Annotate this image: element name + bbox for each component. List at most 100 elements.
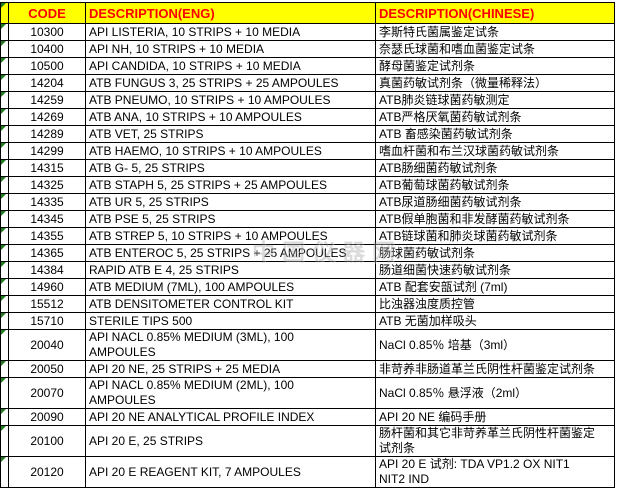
row-marker[interactable]	[1, 457, 9, 488]
cell-description-chinese[interactable]: 比浊器浊度质控管	[376, 296, 615, 313]
row-marker[interactable]	[1, 296, 9, 313]
cell-code[interactable]: 14365	[9, 245, 86, 262]
cell-description-chinese[interactable]: ATB尿道肠细菌药敏试剂条	[376, 194, 615, 211]
cell-code[interactable]: 10300	[9, 24, 86, 41]
cell-description-eng[interactable]: ATB PNEUMO, 10 STRIPS + 10 AMPOULES	[86, 92, 376, 109]
cell-description-chinese[interactable]: 肠杆菌和其它非苛养革兰氏阴性杆菌鉴定 试剂条	[376, 426, 615, 457]
cell-description-eng[interactable]: ATB UR 5, 25 STRIPS	[86, 194, 376, 211]
row-marker[interactable]	[1, 211, 9, 228]
cell-description-chinese[interactable]: 奈瑟氏球菌和嗜血菌鉴定试条	[376, 41, 615, 58]
cell-code[interactable]: 14259	[9, 92, 86, 109]
row-marker[interactable]	[1, 41, 9, 58]
row-marker[interactable]	[1, 143, 9, 160]
cell-description-chinese[interactable]: 酵母菌鉴定试剂条	[376, 58, 615, 75]
cell-code[interactable]: 14345	[9, 211, 86, 228]
cell-description-chinese[interactable]: ATB链球菌和肺炎球菌药敏试剂条	[376, 228, 615, 245]
cell-description-eng[interactable]: API LISTERIA, 10 STRIPS + 10 MEDIA	[86, 24, 376, 41]
cell-description-chinese[interactable]: API 20 NE 编码手册	[376, 409, 615, 426]
row-marker[interactable]	[1, 228, 9, 245]
row-marker[interactable]	[1, 426, 9, 457]
row-marker[interactable]	[1, 75, 9, 92]
cell-code[interactable]: 20040	[9, 330, 86, 361]
header-row-marker[interactable]	[1, 3, 9, 24]
cell-code[interactable]: 10400	[9, 41, 86, 58]
cell-code[interactable]: 14269	[9, 109, 86, 126]
cell-description-eng[interactable]: ATB ANA, 10 STRIPS + 10 AMPOULES	[86, 109, 376, 126]
row-marker[interactable]	[1, 160, 9, 177]
header-description-eng[interactable]: DESCRIPTION(ENG)	[86, 3, 376, 24]
cell-description-chinese[interactable]: 肠球菌药敏试剂条	[376, 245, 615, 262]
cell-description-chinese[interactable]: ATB 无菌加样吸头	[376, 313, 615, 330]
cell-code[interactable]: 14960	[9, 279, 86, 296]
cell-description-eng[interactable]: RAPID ATB E 4, 25 STRIPS	[86, 262, 376, 279]
cell-description-chinese[interactable]: ATB假单胞菌和非发酵菌药敏试剂条	[376, 211, 615, 228]
cell-description-chinese[interactable]: 真菌药敏试剂条（微量稀释法）	[376, 75, 615, 92]
cell-description-eng[interactable]: ATB STAPH 5, 25 STRIPS + 25 AMPOULES	[86, 177, 376, 194]
cell-code[interactable]: 20050	[9, 361, 86, 378]
cell-description-chinese[interactable]: 肠道细菌快速药敏试剂条	[376, 262, 615, 279]
row-marker[interactable]	[1, 58, 9, 75]
row-marker[interactable]	[1, 361, 9, 378]
cell-code[interactable]: 14204	[9, 75, 86, 92]
cell-code[interactable]: 14335	[9, 194, 86, 211]
cell-description-chinese[interactable]: 嗜血杆菌和布兰汉球菌药敏试剂条	[376, 143, 615, 160]
cell-description-chinese[interactable]: ATB严格厌氧菌药敏试剂条	[376, 109, 615, 126]
cell-code[interactable]: 14325	[9, 177, 86, 194]
cell-description-eng[interactable]: ATB DENSITOMETER CONTROL KIT	[86, 296, 376, 313]
cell-description-eng[interactable]: ATB FUNGUS 3, 25 STRIPS + 25 AMPOULES	[86, 75, 376, 92]
cell-code[interactable]: 10500	[9, 58, 86, 75]
cell-description-eng[interactable]: ATB ENTEROC 5, 25 STRIPS + 25 AMPOULES	[86, 245, 376, 262]
cell-code[interactable]: 20100	[9, 426, 86, 457]
cell-description-chinese[interactable]: 李斯特氏菌属鉴定试条	[376, 24, 615, 41]
row-marker[interactable]	[1, 126, 9, 143]
cell-description-chinese[interactable]: ATB 畜感染菌药敏试剂条	[376, 126, 615, 143]
cell-description-chinese[interactable]: ATB肺炎链球菌药敏测定	[376, 92, 615, 109]
cell-description-eng[interactable]: API NACL 0.85% MEDIUM (3ML), 100 AMPOULE…	[86, 330, 376, 361]
cell-code[interactable]: 20070	[9, 378, 86, 409]
row-marker[interactable]	[1, 109, 9, 126]
cell-description-eng[interactable]: ATB HAEMO, 10 STRIPS + 10 AMPOULES	[86, 143, 376, 160]
cell-description-eng[interactable]: ATB VET, 25 STRIPS	[86, 126, 376, 143]
cell-code[interactable]: 14384	[9, 262, 86, 279]
cell-description-eng[interactable]: ATB PSE 5, 25 STRIPS	[86, 211, 376, 228]
cell-description-chinese[interactable]: 非苛养非肠道革兰氏阴性杆菌鉴定试剂条	[376, 361, 615, 378]
row-marker[interactable]	[1, 92, 9, 109]
row-marker[interactable]	[1, 279, 9, 296]
row-marker[interactable]	[1, 378, 9, 409]
cell-description-eng[interactable]: API 20 NE, 25 STRIPS + 25 MEDIA	[86, 361, 376, 378]
cell-description-eng[interactable]: API CANDIDA, 10 STRIPS + 10 MEDIA	[86, 58, 376, 75]
row-marker[interactable]	[1, 262, 9, 279]
cell-description-chinese[interactable]: NaCl 0.85％ 悬浮液（2ml）	[376, 378, 615, 409]
cell-code[interactable]: 15710	[9, 313, 86, 330]
cell-code[interactable]: 20090	[9, 409, 86, 426]
row-marker[interactable]	[1, 313, 9, 330]
row-marker[interactable]	[1, 177, 9, 194]
cell-code[interactable]: 15512	[9, 296, 86, 313]
row-marker[interactable]	[1, 409, 9, 426]
row-marker[interactable]	[1, 330, 9, 361]
header-code[interactable]: CODE	[9, 3, 86, 24]
cell-code[interactable]: 14299	[9, 143, 86, 160]
cell-description-eng[interactable]: API 20 NE ANALYTICAL PROFILE INDEX	[86, 409, 376, 426]
cell-code[interactable]: 14289	[9, 126, 86, 143]
cell-description-chinese[interactable]: ATB 配套安瓿试剂 (7ml)	[376, 279, 615, 296]
cell-description-eng[interactable]: ATB MEDIUM (7ML), 100 AMPOULES	[86, 279, 376, 296]
cell-description-chinese[interactable]: ATB葡萄球菌药敏试剂条	[376, 177, 615, 194]
row-marker[interactable]	[1, 24, 9, 41]
cell-description-chinese[interactable]: ATB肠细菌药敏试剂条	[376, 160, 615, 177]
cell-description-eng[interactable]: STERILE TIPS 500	[86, 313, 376, 330]
cell-description-chinese[interactable]: NaCl 0.85％ 培基（3ml）	[376, 330, 615, 361]
cell-code[interactable]: 20120	[9, 457, 86, 488]
cell-description-eng[interactable]: ATB STREP 5, 10 STRIPS + 10 AMPOULES	[86, 228, 376, 245]
row-marker[interactable]	[1, 245, 9, 262]
cell-description-chinese[interactable]: API 20 E 试剂: TDA VP1.2 OX NIT1 NIT2 IND	[376, 457, 615, 488]
cell-description-eng[interactable]: API NH, 10 STRIPS + 10 MEDIA	[86, 41, 376, 58]
cell-description-eng[interactable]: API 20 E REAGENT KIT, 7 AMPOULES	[86, 457, 376, 488]
row-marker[interactable]	[1, 194, 9, 211]
header-description-chinese[interactable]: DESCRIPTION(CHINESE)	[376, 3, 615, 24]
cell-code[interactable]: 14355	[9, 228, 86, 245]
cell-description-eng[interactable]: ATB G- 5, 25 STRIPS	[86, 160, 376, 177]
cell-description-eng[interactable]: API 20 E, 25 STRIPS	[86, 426, 376, 457]
cell-description-eng[interactable]: API NACL 0.85% MEDIUM (2ML), 100 AMPOULE…	[86, 378, 376, 409]
cell-code[interactable]: 14315	[9, 160, 86, 177]
